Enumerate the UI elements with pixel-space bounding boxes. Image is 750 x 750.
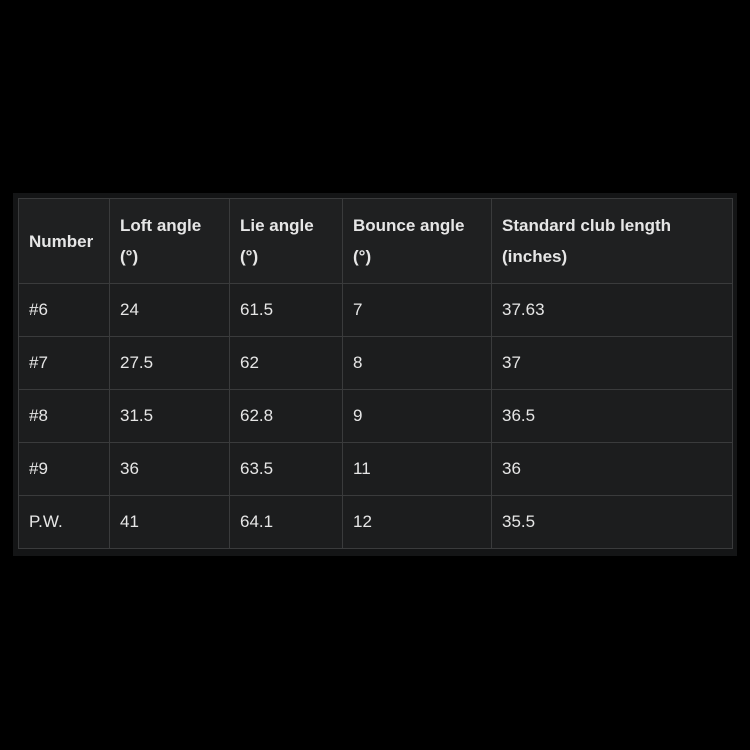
header-number: Number xyxy=(18,198,110,284)
cell-loft-angle: 27.5 xyxy=(109,336,230,390)
cell-lie-angle: 62.8 xyxy=(229,389,343,443)
cell-club-length: 35.5 xyxy=(491,495,733,549)
cell-lie-angle: 62 xyxy=(229,336,343,390)
cell-number: #6 xyxy=(18,283,110,337)
cell-lie-angle: 64.1 xyxy=(229,495,343,549)
table-row: #8 31.5 62.8 9 36.5 xyxy=(18,389,733,443)
golf-club-specs-table: Number Loft angle (°) Lie angle (°) Boun… xyxy=(18,198,733,549)
cell-bounce-angle: 11 xyxy=(342,442,492,496)
cell-lie-angle: 63.5 xyxy=(229,442,343,496)
cell-loft-angle: 31.5 xyxy=(109,389,230,443)
table-row: #9 36 63.5 11 36 xyxy=(18,442,733,496)
cell-loft-angle: 24 xyxy=(109,283,230,337)
cell-number: #7 xyxy=(18,336,110,390)
cell-number: #8 xyxy=(18,389,110,443)
cell-number: #9 xyxy=(18,442,110,496)
cell-loft-angle: 41 xyxy=(109,495,230,549)
cell-bounce-angle: 8 xyxy=(342,336,492,390)
cell-club-length: 36 xyxy=(491,442,733,496)
cell-club-length: 36.5 xyxy=(491,389,733,443)
header-loft-angle: Loft angle (°) xyxy=(109,198,230,284)
table-row: #6 24 61.5 7 37.63 xyxy=(18,283,733,337)
header-lie-angle: Lie angle (°) xyxy=(229,198,343,284)
header-row: Number Loft angle (°) Lie angle (°) Boun… xyxy=(18,198,733,284)
cell-lie-angle: 61.5 xyxy=(229,283,343,337)
table-row: #7 27.5 62 8 37 xyxy=(18,336,733,390)
cell-number: P.W. xyxy=(18,495,110,549)
cell-club-length: 37 xyxy=(491,336,733,390)
cell-bounce-angle: 7 xyxy=(342,283,492,337)
header-bounce-angle: Bounce angle (°) xyxy=(342,198,492,284)
cell-club-length: 37.63 xyxy=(491,283,733,337)
cell-loft-angle: 36 xyxy=(109,442,230,496)
cell-bounce-angle: 9 xyxy=(342,389,492,443)
table-row: P.W. 41 64.1 12 35.5 xyxy=(18,495,733,549)
cell-bounce-angle: 12 xyxy=(342,495,492,549)
header-club-length: Standard club length (inches) xyxy=(491,198,733,284)
